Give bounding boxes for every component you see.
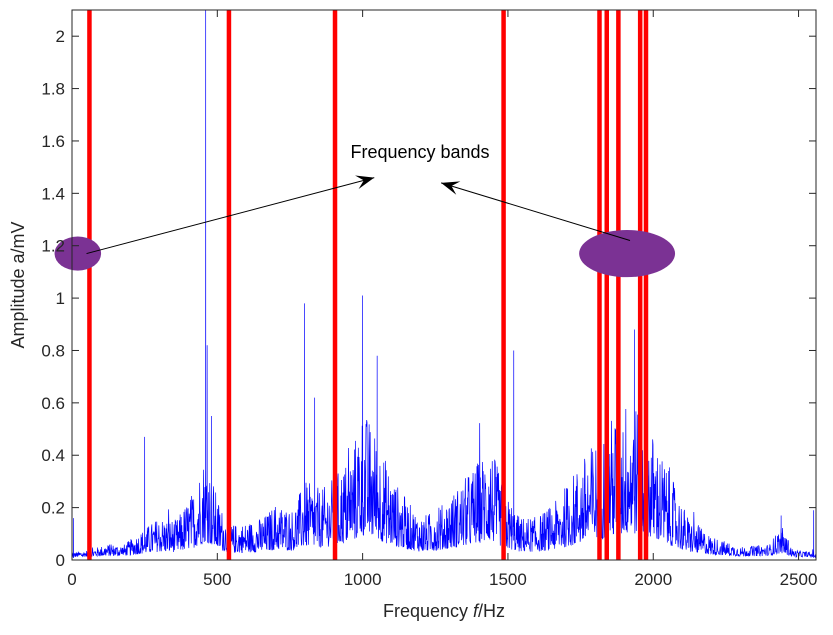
y-tick-label: 0.2: [41, 499, 65, 518]
y-tick-label: 1.8: [41, 80, 65, 99]
y-tick-label: 1.6: [41, 132, 65, 151]
band-markers: [54, 230, 676, 278]
y-tick-label: 0.8: [41, 341, 65, 360]
spectrum-line: [72, 10, 816, 559]
x-axis-ticks: 0 500 1000 1500 2000 2500: [67, 10, 817, 589]
annotation-arrow-shaft: [86, 177, 375, 255]
annotation-label: Frequency bands: [350, 142, 489, 162]
plot-frame: [71, 9, 817, 561]
y-axis-title: Amplitude a/mV: [8, 221, 28, 348]
annotation-arrows: [86, 175, 631, 255]
band-marker-ellipse: [54, 236, 102, 271]
annotation-arrow-shaft: [440, 182, 631, 241]
x-axis-title-var: f: [473, 601, 480, 621]
annotation-arrow-head: [441, 181, 461, 195]
y-tick-label: 0.6: [41, 394, 65, 413]
y-tick-label: 1.4: [41, 184, 65, 203]
x-tick-label: 0: [67, 570, 76, 589]
y-tick-label: 0.4: [41, 446, 65, 465]
x-axis-title-suffix: /Hz: [478, 601, 505, 621]
y-tick-label: 0: [56, 551, 65, 570]
x-tick-label: 1000: [344, 570, 382, 589]
annotation-arrow-head: [355, 175, 375, 189]
x-tick-label: 500: [203, 570, 231, 589]
x-axis-title-prefix: Frequency: [383, 601, 473, 621]
x-tick-label: 2500: [780, 570, 818, 589]
spectrum-series: [72, 10, 816, 559]
x-tick-label: 2000: [634, 570, 672, 589]
y-tick-label: 1: [56, 289, 65, 308]
band-boundaries: [87, 10, 649, 560]
band-marker-ellipse: [579, 230, 676, 278]
y-axis-ticks: 0 0.2 0.4 0.6 0.8 1 1.2 1.4 1.6 1.8 2: [41, 27, 816, 570]
x-tick-label: 1500: [489, 570, 527, 589]
plot-area: [72, 10, 816, 560]
y-tick-label: 2: [56, 27, 65, 46]
y-tick-label: 1.2: [41, 237, 65, 256]
x-axis-title: Frequency f/Hz: [383, 601, 505, 621]
